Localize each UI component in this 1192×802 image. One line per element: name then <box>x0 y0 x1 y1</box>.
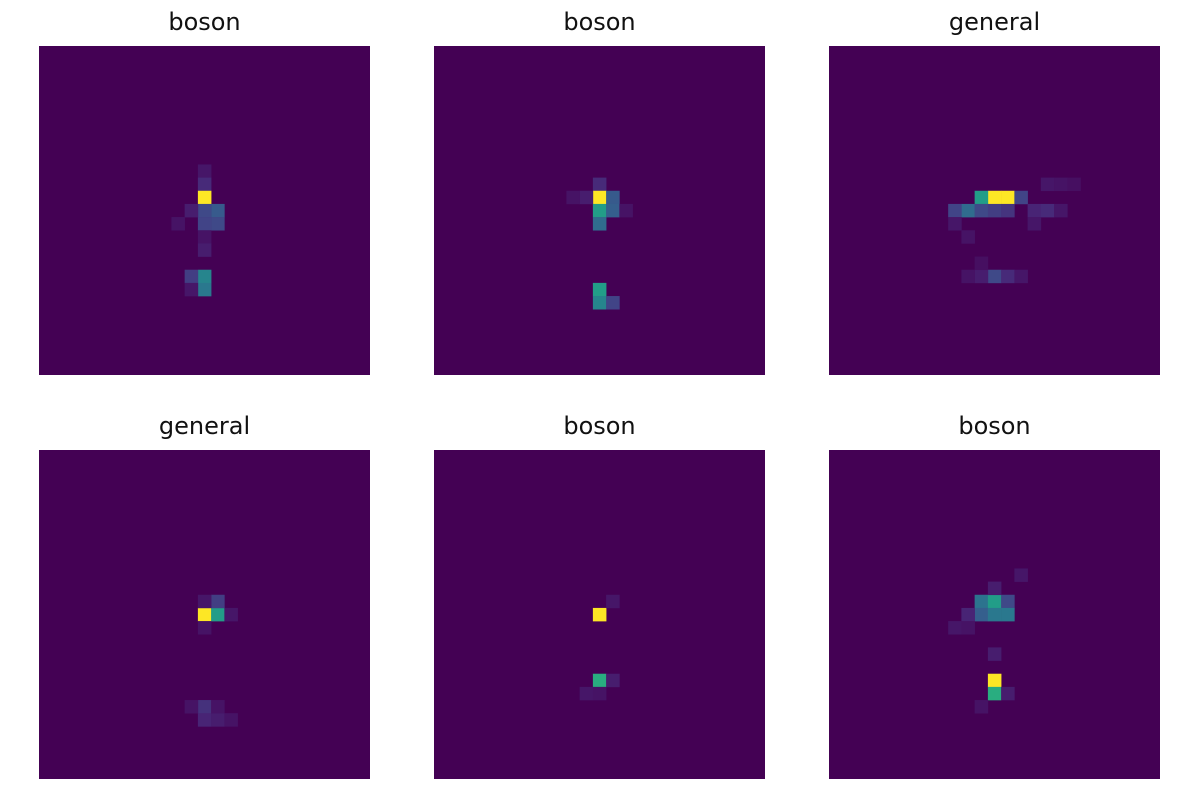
heatmap-cell <box>579 190 594 205</box>
heatmap-cell <box>592 673 607 688</box>
heatmap-cell <box>974 190 989 205</box>
heatmap-cell <box>606 203 620 218</box>
heatmap-cell <box>1014 190 1028 205</box>
panel-title: general <box>158 412 251 440</box>
heatmap-cell <box>974 700 989 714</box>
heatmap-cell <box>974 203 989 218</box>
heatmap-cell <box>566 190 580 205</box>
heatmap-cell <box>974 256 989 271</box>
heatmap-cell <box>606 296 620 310</box>
heatmap-cell <box>197 700 212 714</box>
heatmap-cell <box>171 217 185 231</box>
heatmap-cell <box>224 713 238 727</box>
heatmap-cell <box>197 230 212 244</box>
heatmap-cell <box>987 647 1002 661</box>
heatmap-cell <box>579 686 594 701</box>
heatmap-cell <box>1027 203 1042 218</box>
heatmap-cell <box>197 243 212 257</box>
heatmap-cell <box>961 230 975 244</box>
heatmap-plot <box>434 450 765 779</box>
heatmap-cell <box>1067 177 1081 192</box>
heatmap-cell <box>1001 686 1015 701</box>
heatmap-cell <box>987 203 1002 218</box>
heatmap-cell <box>592 217 607 231</box>
heatmap-cell <box>211 217 225 231</box>
heatmap-cell <box>606 190 620 205</box>
heatmap-cell <box>1014 269 1028 284</box>
heatmap-cell <box>948 203 962 218</box>
heatmap-cell <box>987 269 1002 284</box>
heatmap-cell <box>606 673 620 688</box>
heatmap-cell <box>606 594 620 609</box>
heatmap-cell <box>1040 177 1055 192</box>
heatmap-cell <box>948 621 962 635</box>
heatmap-cell <box>211 203 225 218</box>
heatmap-cell <box>619 203 633 218</box>
heatmap-cell <box>1001 594 1015 609</box>
heatmap-cell <box>987 594 1002 609</box>
heatmap-cell <box>1040 203 1055 218</box>
heatmap-plot <box>39 450 370 779</box>
heatmap-cell <box>1001 190 1015 205</box>
heatmap-plot <box>434 46 765 375</box>
heatmap-cell <box>592 296 607 310</box>
heatmap-cell <box>987 673 1002 688</box>
heatmap-cell <box>1001 269 1015 284</box>
heatmap-cell <box>184 282 199 297</box>
heatmap-cell <box>184 269 199 284</box>
heatmap-cell <box>197 269 212 284</box>
heatmap-cell <box>197 621 212 635</box>
heatmap-cell <box>1027 217 1042 231</box>
heatmap-plot <box>829 450 1160 779</box>
heatmap-cell <box>974 594 989 609</box>
heatmap-plot <box>829 46 1160 375</box>
heatmap-cell <box>592 203 607 218</box>
heatmap-cell <box>197 607 212 622</box>
heatmap-cell <box>197 282 212 297</box>
panel-title: boson <box>563 8 636 36</box>
heatmap-cell <box>987 190 1002 205</box>
heatmap-cell <box>211 713 225 727</box>
heatmap-cell <box>961 203 975 218</box>
heatmap-cell <box>1001 203 1015 218</box>
heatmap-cell <box>592 607 607 622</box>
heatmap-cell <box>184 700 199 714</box>
heatmap-cell <box>197 713 212 727</box>
heatmap-cell <box>987 686 1002 701</box>
heatmap-cell <box>184 203 199 218</box>
heatmap-cell <box>987 607 1002 622</box>
panel-title: boson <box>168 8 241 36</box>
heatmap-cell <box>961 607 975 622</box>
heatmap-cell <box>211 607 225 622</box>
heatmap-cell <box>1001 607 1015 622</box>
heatmap-cell <box>197 164 212 178</box>
heatmap-cell <box>592 686 607 701</box>
panel-title: boson <box>563 412 636 440</box>
heatmap-cell <box>974 607 989 622</box>
heatmap-cell <box>1054 203 1068 218</box>
heatmap-cell <box>211 594 225 609</box>
heatmap-cell <box>224 607 238 622</box>
heatmap-cell <box>197 217 212 231</box>
heatmap-cell <box>211 700 225 714</box>
heatmap-cell <box>961 269 975 284</box>
panel-title: boson <box>958 412 1031 440</box>
heatmap-cell <box>948 217 962 231</box>
heatmap-cell <box>987 581 1002 596</box>
heatmap-cell <box>197 177 212 192</box>
heatmap-cell <box>974 269 989 284</box>
heatmap-cell <box>197 190 212 205</box>
heatmap-cell <box>1054 177 1068 192</box>
heatmap-cell <box>592 282 607 297</box>
panel-title: general <box>948 8 1041 36</box>
heatmap-cell <box>961 621 975 635</box>
heatmap-cell <box>592 177 607 192</box>
heatmap-cell <box>1014 568 1028 582</box>
heatmap-cell <box>197 594 212 609</box>
heatmap-plot <box>39 46 370 375</box>
heatmap-cell <box>197 203 212 218</box>
heatmap-cell <box>592 190 607 205</box>
